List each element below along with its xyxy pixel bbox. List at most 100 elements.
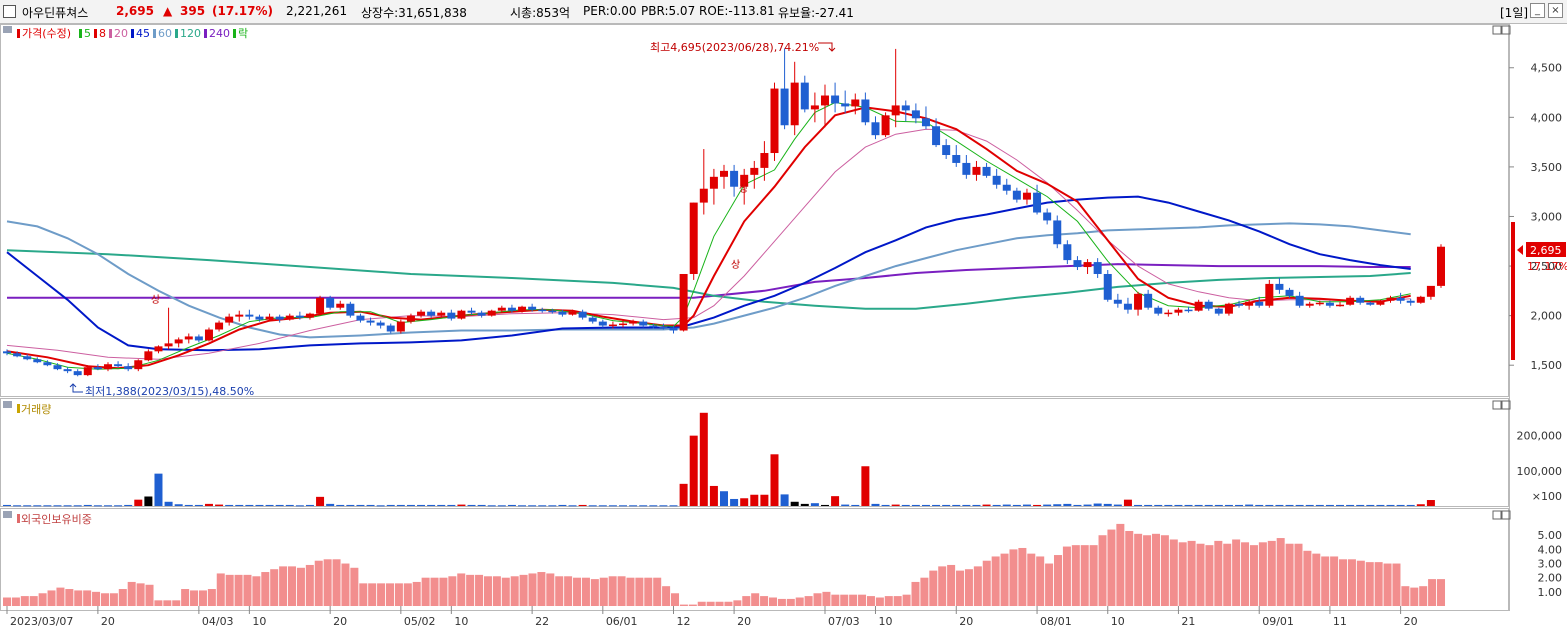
high-price-annotation: 최고4,695(2023/06/28),74.21% xyxy=(650,41,819,54)
volume-bar xyxy=(679,483,688,506)
candle-body xyxy=(1123,303,1132,310)
foreign-ratio-bar xyxy=(617,576,626,606)
price-panel-menu-icon[interactable] xyxy=(3,26,12,33)
foreign-ratio-bar xyxy=(252,576,261,606)
x-tick-label: 04/03 xyxy=(202,615,234,628)
volume-bar xyxy=(820,504,829,506)
foreign-ratio-bar xyxy=(127,581,136,606)
foreign-ratio-bar xyxy=(154,600,163,606)
volume-bar xyxy=(518,505,527,507)
volume-bar xyxy=(1366,504,1375,506)
candle-body xyxy=(810,105,819,110)
volume-bar xyxy=(740,498,749,506)
roe-value: ROE:-113.81 xyxy=(699,4,775,18)
candle-body xyxy=(1144,293,1153,308)
volume-bar xyxy=(1235,504,1244,506)
price-panel-close-icon[interactable] xyxy=(1501,25,1511,35)
volume-bar xyxy=(1346,504,1355,506)
candle-body xyxy=(760,153,769,168)
foreign-tick-label: 2.00 xyxy=(1538,572,1563,585)
candle-body xyxy=(871,122,880,136)
candle-body xyxy=(1194,301,1203,311)
volume-bar xyxy=(184,504,193,506)
price-range-marker xyxy=(1511,222,1515,360)
stock-name[interactable]: 아우딘퓨쳐스 xyxy=(22,6,89,20)
foreign-ratio-bar xyxy=(1160,535,1169,606)
volume-bar xyxy=(336,504,345,506)
ma20-line xyxy=(6,128,1411,360)
foreign-ratio-bar xyxy=(1249,545,1258,606)
foreign-ratio-bar xyxy=(92,591,101,606)
volume-bar xyxy=(13,505,22,507)
volume-bar xyxy=(639,505,648,507)
volume-panel-minimize-icon[interactable] xyxy=(1492,400,1502,410)
volume-bar xyxy=(810,503,819,506)
volume-tick-label: ×100 xyxy=(1532,490,1562,503)
candle-body xyxy=(134,360,143,370)
foreign-ratio-bar xyxy=(1374,562,1383,606)
candle-body xyxy=(13,353,22,357)
candle-body xyxy=(750,167,759,175)
foreign-ratio-bar xyxy=(1187,540,1196,606)
volume-bar xyxy=(1103,503,1112,506)
close-icon[interactable]: × xyxy=(1548,3,1563,18)
header-checkbox[interactable] xyxy=(3,5,16,18)
foreign-ratio-bar xyxy=(368,583,377,606)
candle-body xyxy=(366,320,375,323)
volume-bar xyxy=(689,435,698,506)
volume-bar xyxy=(1194,504,1203,506)
foreign-ratio-bar xyxy=(492,576,501,606)
volume-panel-title: 거래량 xyxy=(21,403,51,416)
legend-label: 5 xyxy=(84,27,91,40)
candle-body xyxy=(709,176,718,189)
legend-swatch xyxy=(131,29,134,38)
volume-panel-close-icon[interactable] xyxy=(1501,400,1511,410)
foreign-ratio-bar xyxy=(644,577,653,606)
candle-body xyxy=(841,103,850,107)
period-button[interactable]: [1일] xyxy=(1500,6,1529,20)
foreign-ratio-bar xyxy=(510,576,519,606)
candle-body xyxy=(952,155,961,163)
candle-body xyxy=(1053,220,1062,245)
volume-bar xyxy=(538,505,547,507)
foreign-ratio-bar xyxy=(216,573,225,606)
x-tick-label: 06/01 xyxy=(606,615,638,628)
foreign-panel-minimize-icon[interactable] xyxy=(1492,510,1502,520)
foreign-ratio-bar xyxy=(1276,538,1285,606)
foreign-ratio-bar xyxy=(359,583,368,606)
minimize-icon[interactable]: _ xyxy=(1530,3,1545,18)
volume-bar xyxy=(1053,504,1062,506)
foreign-panel-close-icon[interactable] xyxy=(1501,510,1511,520)
foreign-ratio-bar xyxy=(1330,556,1339,606)
foreign-ratio-bar xyxy=(697,601,706,606)
foreign-ratio-bar xyxy=(831,594,840,606)
foreign-ratio-bar xyxy=(599,577,608,606)
volume-bar xyxy=(588,505,597,507)
candle-body xyxy=(992,175,1001,185)
volume-bar xyxy=(285,504,294,506)
candle-body xyxy=(396,321,405,332)
price-panel-minimize-icon[interactable] xyxy=(1492,25,1502,35)
foreign-ratio-bar xyxy=(305,564,314,606)
volume-bar xyxy=(619,505,628,507)
foreign-ratio-bar xyxy=(225,574,234,606)
volume-bar xyxy=(194,504,203,506)
volume-bar xyxy=(447,504,456,506)
volume-panel-menu-icon[interactable] xyxy=(3,401,12,408)
foreign-panel-menu-icon[interactable] xyxy=(3,511,12,518)
ma5-line xyxy=(6,101,1411,370)
volume-bar xyxy=(204,503,213,506)
x-tick-label: 05/02 xyxy=(404,615,436,628)
volume-bar xyxy=(992,504,1001,506)
candle-body xyxy=(1033,192,1042,213)
candle-body xyxy=(1154,307,1163,314)
candle-body xyxy=(1346,297,1355,305)
foreign-ratio-bar xyxy=(822,591,831,606)
volume-bar xyxy=(1063,503,1072,506)
volume-panel-frame xyxy=(0,398,1509,507)
foreign-ratio-bar xyxy=(1285,543,1294,606)
candle-body xyxy=(1245,301,1254,306)
x-tick-label: 08/01 xyxy=(1040,615,1072,628)
candle-body xyxy=(1204,301,1213,309)
x-tick-label: 10 xyxy=(454,615,468,628)
